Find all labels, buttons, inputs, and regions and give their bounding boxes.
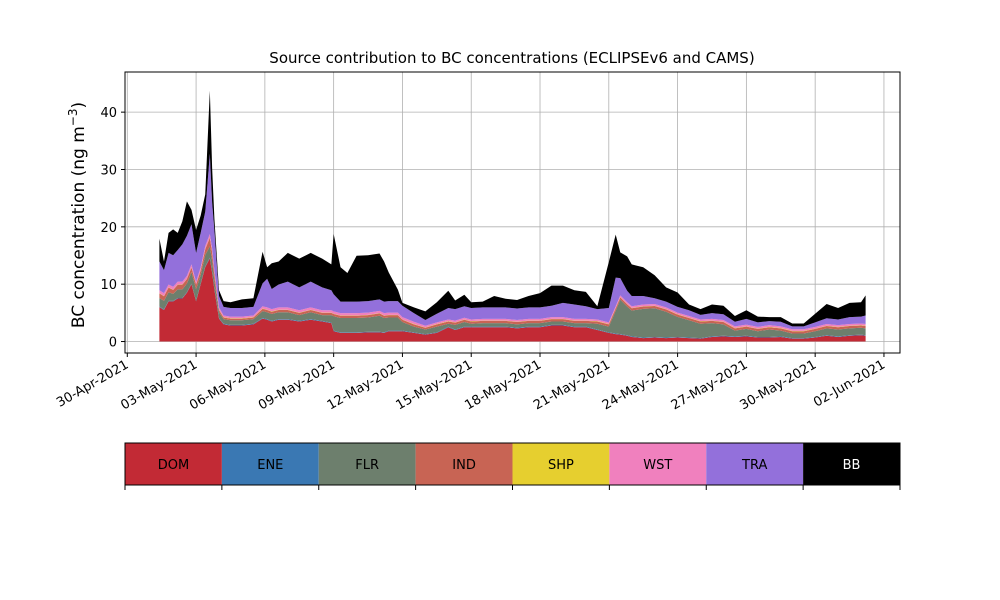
legend-swatch-ene xyxy=(221,443,319,485)
x-tick-label: 21-May-2021 xyxy=(531,357,613,413)
x-tick-label: 03-May-2021 xyxy=(118,357,200,413)
x-tick-label: 15-May-2021 xyxy=(394,357,476,413)
area-tra xyxy=(159,153,866,330)
legend-swatch-ind xyxy=(415,443,513,485)
y-tick-label: 40 xyxy=(100,106,117,121)
legend-colorbar: DOM ENE FLR IND SHP WST TRA BB xyxy=(124,442,901,490)
legend-label: FLR xyxy=(355,458,379,473)
plot-frame xyxy=(124,71,901,354)
legend-label: TRA xyxy=(741,458,767,473)
y-tick-label: 20 xyxy=(100,221,117,236)
legend-label: DOM xyxy=(158,458,189,473)
legend-swatch-wst xyxy=(609,443,707,485)
y-axis-label-close: ) xyxy=(69,102,89,109)
x-tick-label: 18-May-2021 xyxy=(462,357,544,413)
legend-label: SHP xyxy=(548,458,574,473)
y-axis-label-main: BC concentration (ng m xyxy=(69,126,89,328)
legend-label: WST xyxy=(643,458,672,473)
legend-swatch-shp xyxy=(512,443,610,485)
area-bb xyxy=(159,90,866,327)
area-dom xyxy=(159,258,866,342)
legend-swatch-tra xyxy=(706,443,804,485)
x-tick-label: 12-May-2021 xyxy=(325,357,407,413)
legend-swatch-flr xyxy=(318,443,416,485)
y-axis-label: BC concentration (ng m−3) xyxy=(66,102,89,328)
chart-title: Source contribution to BC concentrations… xyxy=(269,49,754,67)
x-tick-label: 24-May-2021 xyxy=(600,357,682,413)
y-axis-label-sup: −3 xyxy=(66,108,80,126)
y-tick-label: 0 xyxy=(109,336,117,351)
x-tick-label: 30-May-2021 xyxy=(737,357,819,413)
x-tick-label: 27-May-2021 xyxy=(669,357,751,413)
stacked-areas xyxy=(159,90,866,342)
y-tick-label: 30 xyxy=(100,163,117,178)
legend-label: BB xyxy=(843,458,861,473)
x-tick-label: 02-Jun-2021 xyxy=(811,357,888,410)
x-tick-label: 06-May-2021 xyxy=(187,357,269,413)
legend-swatch-dom xyxy=(125,443,222,485)
legend-swatch-bb xyxy=(803,443,900,485)
x-tick-label: 09-May-2021 xyxy=(256,357,338,413)
legend-label: IND xyxy=(452,458,476,473)
legend-label: ENE xyxy=(257,458,283,473)
y-tick-label: 10 xyxy=(100,278,117,293)
